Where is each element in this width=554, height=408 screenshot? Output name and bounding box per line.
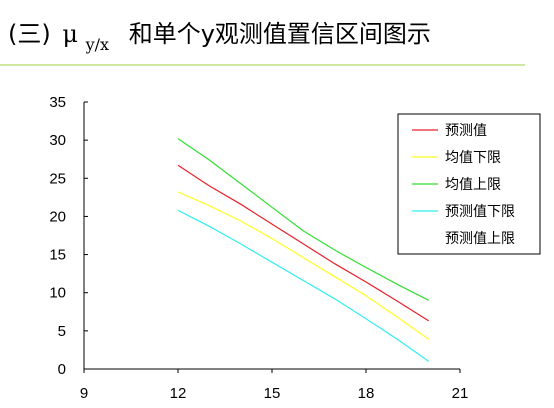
legend-label: 均值上限 (445, 177, 501, 193)
legend-label: 均值下限 (445, 150, 501, 166)
y-tick-label: 20 (49, 208, 66, 225)
title-divider (0, 64, 525, 66)
y-tick-label: 10 (49, 285, 66, 302)
x-tick-label: 9 (80, 385, 88, 402)
y-tick-label: 25 (49, 170, 66, 187)
legend-label: 预测值 (445, 123, 487, 139)
series-line (177, 209, 430, 362)
y-tick-label: 30 (49, 132, 66, 149)
y-tick-label: 35 (49, 94, 66, 111)
y-tick-label: 15 (49, 247, 66, 264)
x-tick-label: 21 (452, 385, 469, 402)
y-tick-label: 0 (58, 361, 66, 378)
x-tick-label: 15 (264, 385, 281, 402)
title-subscript: y/x (85, 35, 110, 54)
title-prefix: (三) (8, 20, 51, 48)
title-mu-symbol: μ (62, 20, 78, 48)
series-line (177, 138, 429, 301)
x-tick-label: 18 (358, 385, 375, 402)
series-line (177, 164, 430, 322)
series-line (177, 191, 430, 340)
slide-title: (三) μ y/x 和单个y观测值置信区间图示 (8, 14, 548, 54)
y-tick-label: 5 (58, 323, 66, 340)
title-text: 和单个y观测值置信区间图示 (128, 20, 431, 48)
legend-label: 预测值上限 (445, 231, 515, 247)
x-tick-label: 12 (170, 385, 187, 402)
legend-label: 预测值下限 (445, 204, 515, 220)
